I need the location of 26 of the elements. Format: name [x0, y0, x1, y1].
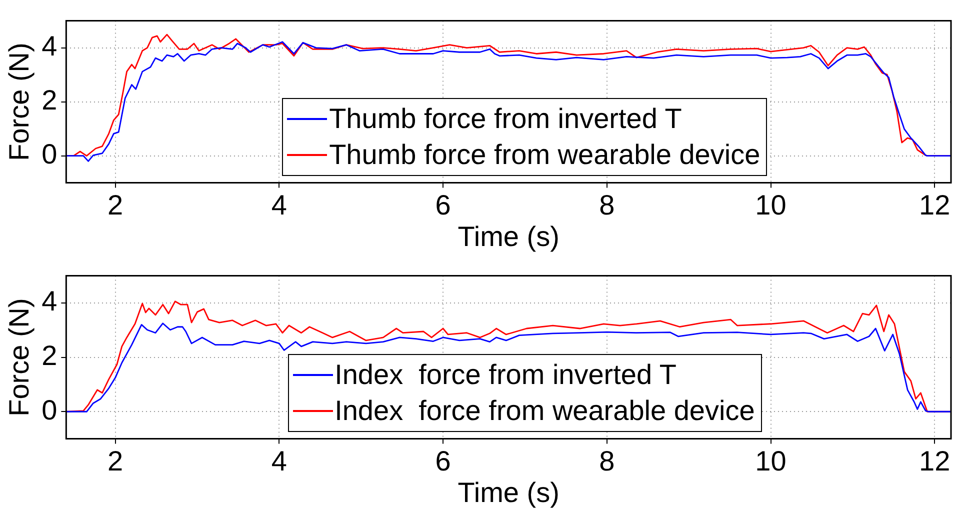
- x-tick-label: 8: [599, 445, 615, 476]
- legend-label: Index force from wearable device: [334, 394, 755, 428]
- legend-label: Index force from inverted T: [334, 358, 676, 392]
- x-tick-label: 10: [755, 189, 786, 220]
- x-tick-label: 12: [919, 445, 950, 476]
- y-tick-label: 0: [42, 138, 58, 170]
- y-tick-label: 4: [42, 286, 58, 317]
- x-tick-label: 4: [271, 189, 287, 220]
- y-tick-label: 2: [42, 84, 58, 116]
- x-tick-label: 2: [108, 189, 124, 220]
- legend-label: Thumb force from wearable device: [329, 138, 760, 172]
- y-tick-label: 2: [42, 340, 58, 372]
- y-axis-title: Force (N): [4, 42, 35, 161]
- x-axis-title: Time (s): [458, 220, 560, 252]
- x-axis-title: Time (s): [458, 476, 560, 508]
- legend-label: Thumb force from inverted T: [329, 102, 682, 136]
- y-tick-label: 4: [42, 30, 58, 62]
- x-tick-label: 4: [271, 445, 287, 476]
- y-tick-label: 0: [42, 394, 58, 426]
- x-tick-label: 10: [755, 445, 786, 476]
- x-tick-label: 12: [919, 189, 950, 220]
- x-tick-label: 8: [599, 189, 615, 220]
- x-tick-label: 2: [108, 445, 124, 476]
- x-tick-label: 6: [435, 189, 451, 220]
- x-tick-label: 6: [435, 445, 451, 476]
- y-axis-title: Force (N): [4, 298, 35, 416]
